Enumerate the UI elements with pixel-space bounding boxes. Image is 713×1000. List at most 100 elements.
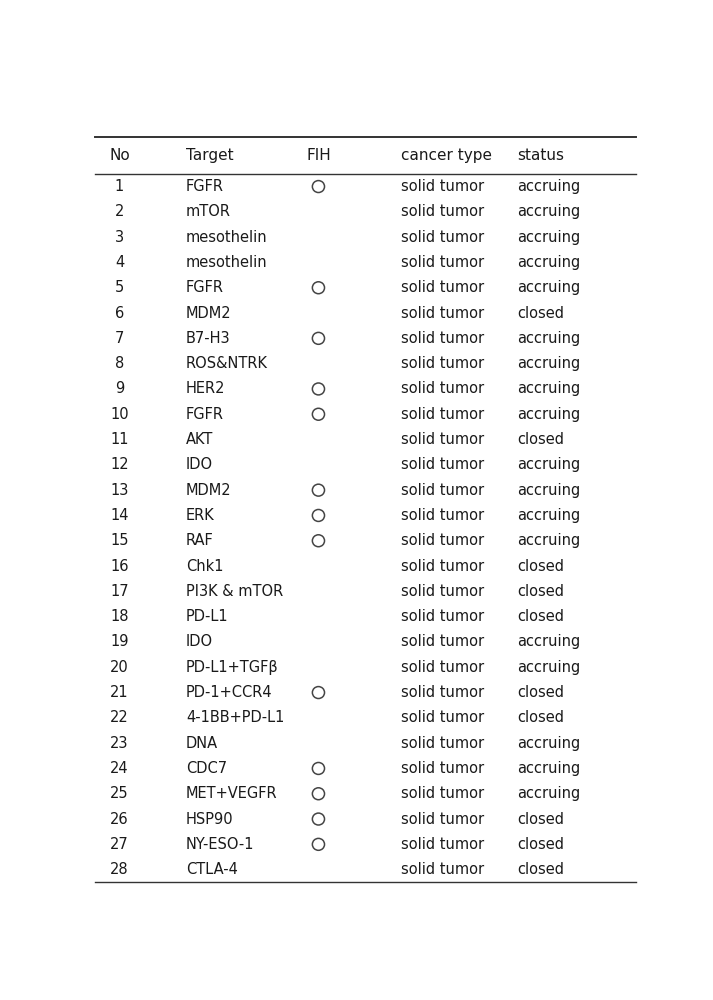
Text: solid tumor: solid tumor [401,533,484,548]
Text: FGFR: FGFR [186,407,224,422]
Text: accruing: accruing [518,533,580,548]
Text: closed: closed [518,710,565,725]
Text: Chk1: Chk1 [186,559,223,574]
Text: accruing: accruing [518,356,580,371]
Text: CTLA-4: CTLA-4 [186,862,237,877]
Text: solid tumor: solid tumor [401,407,484,422]
Text: mesothelin: mesothelin [186,255,267,270]
Text: 25: 25 [111,786,129,801]
Text: MDM2: MDM2 [186,306,232,321]
Text: solid tumor: solid tumor [401,204,484,219]
Text: MET+VEGFR: MET+VEGFR [186,786,277,801]
Text: FIH: FIH [306,148,331,163]
Text: solid tumor: solid tumor [401,812,484,827]
Text: 14: 14 [111,508,129,523]
Text: 6: 6 [115,306,124,321]
Text: accruing: accruing [518,381,580,396]
Text: 7: 7 [115,331,124,346]
Text: 3: 3 [115,230,124,245]
Text: HER2: HER2 [186,381,225,396]
Text: accruing: accruing [518,761,580,776]
Text: 19: 19 [111,634,129,649]
Text: 8: 8 [115,356,124,371]
Text: solid tumor: solid tumor [401,584,484,599]
Text: 18: 18 [111,609,129,624]
Text: solid tumor: solid tumor [401,710,484,725]
Text: closed: closed [518,432,565,447]
Text: 16: 16 [111,559,129,574]
Text: solid tumor: solid tumor [401,457,484,472]
Text: accruing: accruing [518,204,580,219]
Text: solid tumor: solid tumor [401,280,484,295]
Text: PD-L1: PD-L1 [186,609,228,624]
Text: closed: closed [518,685,565,700]
Text: closed: closed [518,609,565,624]
Text: B7-H3: B7-H3 [186,331,230,346]
Text: MDM2: MDM2 [186,483,232,498]
Text: solid tumor: solid tumor [401,634,484,649]
Text: solid tumor: solid tumor [401,331,484,346]
Text: solid tumor: solid tumor [401,609,484,624]
Text: NY-ESO-1: NY-ESO-1 [186,837,255,852]
Text: AKT: AKT [186,432,213,447]
Text: CDC7: CDC7 [186,761,227,776]
Text: solid tumor: solid tumor [401,559,484,574]
Text: 23: 23 [111,736,129,751]
Text: closed: closed [518,584,565,599]
Text: 21: 21 [111,685,129,700]
Text: accruing: accruing [518,179,580,194]
Text: mesothelin: mesothelin [186,230,267,245]
Text: 1: 1 [115,179,124,194]
Text: solid tumor: solid tumor [401,786,484,801]
Text: 4-1BB+PD-L1: 4-1BB+PD-L1 [186,710,284,725]
Text: No: No [109,148,130,163]
Text: solid tumor: solid tumor [401,230,484,245]
Text: closed: closed [518,559,565,574]
Text: 24: 24 [111,761,129,776]
Text: solid tumor: solid tumor [401,306,484,321]
Text: solid tumor: solid tumor [401,255,484,270]
Text: 9: 9 [115,381,124,396]
Text: 17: 17 [111,584,129,599]
Text: solid tumor: solid tumor [401,837,484,852]
Text: 20: 20 [110,660,129,675]
Text: solid tumor: solid tumor [401,356,484,371]
Text: solid tumor: solid tumor [401,508,484,523]
Text: solid tumor: solid tumor [401,432,484,447]
Text: DNA: DNA [186,736,218,751]
Text: accruing: accruing [518,483,580,498]
Text: accruing: accruing [518,786,580,801]
Text: HSP90: HSP90 [186,812,233,827]
Text: Target: Target [186,148,233,163]
Text: IDO: IDO [186,457,213,472]
Text: ERK: ERK [186,508,215,523]
Text: 11: 11 [111,432,129,447]
Text: 28: 28 [111,862,129,877]
Text: accruing: accruing [518,660,580,675]
Text: accruing: accruing [518,736,580,751]
Text: 15: 15 [111,533,129,548]
Text: solid tumor: solid tumor [401,381,484,396]
Text: accruing: accruing [518,331,580,346]
Text: status: status [518,148,565,163]
Text: 26: 26 [111,812,129,827]
Text: 2: 2 [115,204,124,219]
Text: FGFR: FGFR [186,179,224,194]
Text: 13: 13 [111,483,129,498]
Text: accruing: accruing [518,407,580,422]
Text: closed: closed [518,306,565,321]
Text: 22: 22 [110,710,129,725]
Text: 27: 27 [110,837,129,852]
Text: accruing: accruing [518,255,580,270]
Text: closed: closed [518,837,565,852]
Text: RAF: RAF [186,533,214,548]
Text: FGFR: FGFR [186,280,224,295]
Text: mTOR: mTOR [186,204,231,219]
Text: accruing: accruing [518,280,580,295]
Text: accruing: accruing [518,457,580,472]
Text: 4: 4 [115,255,124,270]
Text: closed: closed [518,862,565,877]
Text: accruing: accruing [518,230,580,245]
Text: accruing: accruing [518,508,580,523]
Text: 5: 5 [115,280,124,295]
